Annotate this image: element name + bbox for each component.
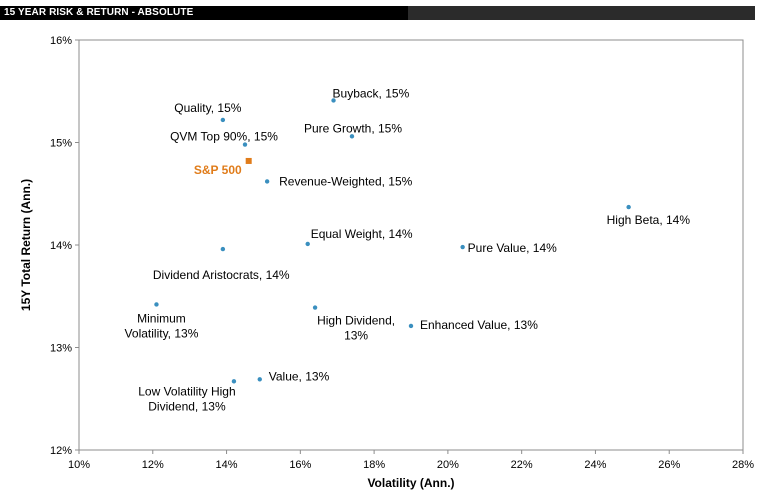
point-label-line: Pure Growth, 15% [304, 121, 402, 135]
benchmark-label: S&P 500 [194, 163, 242, 177]
point-label: Quality, 15% [174, 101, 241, 115]
data-point [220, 246, 226, 252]
point-label: Dividend Aristocrats, 14% [153, 268, 290, 282]
point-label-line: Minimum [137, 311, 186, 325]
point-label-line: Quality, 15% [174, 101, 241, 115]
data-point [305, 241, 310, 247]
point-label-line: Dividend, 13% [148, 399, 226, 413]
point-label: QVM Top 90%, 15% [170, 130, 278, 144]
point-label: High Beta, 14% [607, 213, 691, 227]
data-point [264, 179, 270, 184]
point-label-line: 13% [344, 329, 368, 343]
x-tick-label: 14% [216, 459, 238, 471]
x-axis-title: Volatility (Ann.) [367, 476, 454, 490]
point-label: High Dividend, 13% [317, 314, 395, 343]
data-point [220, 117, 226, 123]
x-tick-label: 28% [732, 459, 754, 471]
point-label: Buyback, 15% [333, 86, 410, 100]
benchmark-marker [245, 157, 252, 164]
point-label-line: Volatility, 13% [125, 326, 199, 340]
data-point [408, 323, 414, 329]
point-label-line: Low Volatility High [138, 384, 235, 398]
data-point [154, 302, 159, 307]
point-label: Equal Weight, 14% [311, 227, 413, 241]
point-label-line: Buyback, 15% [333, 86, 410, 100]
header-bar: 15 YEAR RISK & RETURN - ABSOLUTE [0, 6, 755, 20]
point-label-line: Equal Weight, 14% [311, 227, 413, 241]
x-tick-label: 12% [142, 459, 164, 471]
data-point [231, 379, 237, 384]
point-label-line: Pure Value, 14% [468, 241, 557, 255]
y-axis-title: 15Y Total Return (Ann.) [19, 179, 33, 311]
point-label: Pure Growth, 15% [304, 121, 402, 135]
point-label: Enhanced Value, 13% [420, 318, 538, 332]
chart-header-title: 15 YEAR RISK & RETURN - ABSOLUTE [4, 7, 194, 18]
point-label-line: Value, 13% [269, 369, 330, 383]
point-label: Low Volatility High Dividend, 13% [138, 384, 235, 413]
data-point [257, 377, 262, 382]
y-tick-label: 16% [50, 35, 72, 47]
x-tick-label: 26% [658, 459, 680, 471]
header-title-background [0, 6, 408, 20]
x-tick-label: 22% [511, 459, 533, 471]
data-point [349, 134, 355, 139]
point-label: Revenue-Weighted, 15% [279, 174, 413, 188]
point-label-line: Dividend Aristocrats, 14% [153, 268, 290, 282]
data-point [242, 142, 248, 147]
x-tick-label: 18% [363, 459, 385, 471]
point-label-line: Revenue-Weighted, 15% [279, 174, 413, 188]
data-point [312, 305, 318, 310]
x-tick-label: 16% [289, 459, 311, 471]
point-label: Pure Value, 14% [468, 241, 557, 255]
x-tick-label: 20% [437, 459, 459, 471]
point-label-line: High Beta, 14% [607, 213, 691, 227]
y-tick-label: 12% [50, 445, 72, 457]
y-tick-label: 14% [50, 240, 72, 252]
point-label: Minimum Volatility, 13% [125, 311, 199, 340]
point-label: Value, 13% [269, 369, 330, 383]
x-tick-label: 24% [584, 459, 606, 471]
data-point [460, 244, 465, 250]
point-label-line: QVM Top 90%, 15% [170, 130, 278, 144]
x-tick-label: 10% [68, 459, 90, 471]
y-tick-label: 13% [50, 343, 72, 355]
point-label-line: Enhanced Value, 13% [420, 318, 538, 332]
y-tick-label: 15% [50, 138, 72, 150]
data-point [626, 204, 631, 210]
data-point [331, 98, 336, 103]
point-label-line: High Dividend, [317, 314, 395, 328]
